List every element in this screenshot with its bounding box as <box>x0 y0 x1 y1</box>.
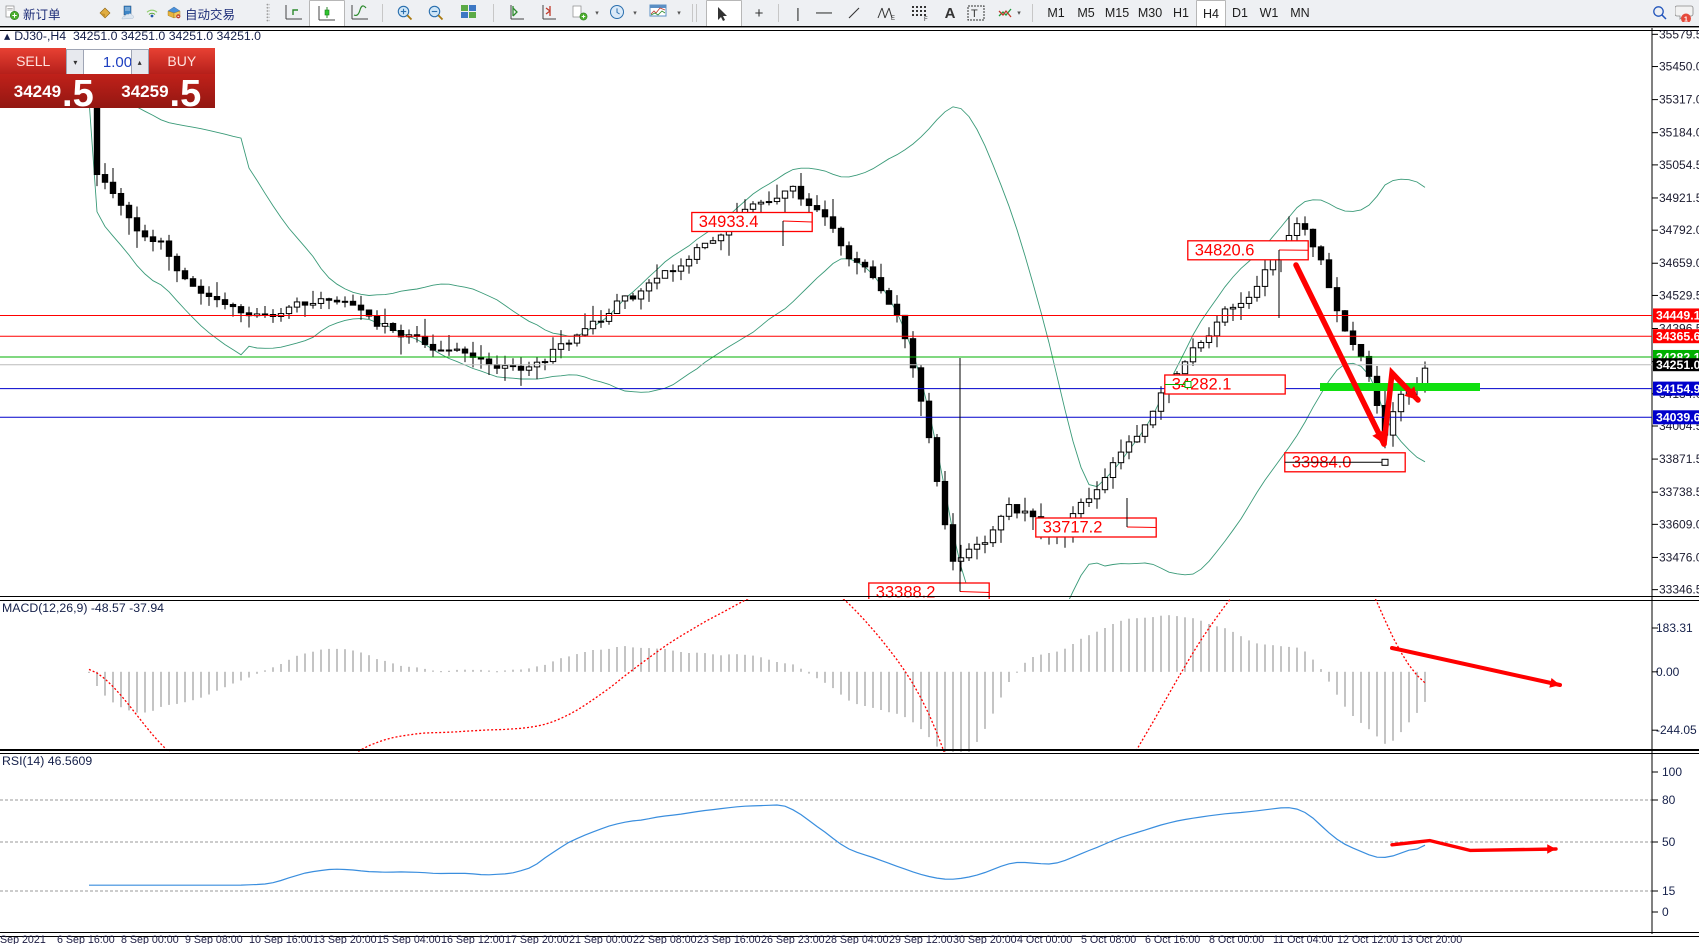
svg-text:15: 15 <box>1662 884 1676 898</box>
svg-text:34251.0: 34251.0 <box>1656 358 1699 372</box>
svg-text:35054.5: 35054.5 <box>1659 158 1699 172</box>
svg-text:33717.2: 33717.2 <box>1043 519 1103 537</box>
svg-text:33609.0: 33609.0 <box>1659 517 1699 531</box>
svg-text:33871.5: 33871.5 <box>1659 452 1699 466</box>
svg-text:100: 100 <box>1662 765 1682 779</box>
svg-text:33346.5: 33346.5 <box>1659 583 1699 597</box>
svg-text:T: T <box>971 8 978 20</box>
svg-text:34792.0: 34792.0 <box>1659 223 1699 237</box>
svg-text:80: 80 <box>1662 793 1676 807</box>
svg-text:35579.5: 35579.5 <box>1659 27 1699 41</box>
svg-text:33738.5: 33738.5 <box>1659 485 1699 499</box>
svg-text:35184.0: 35184.0 <box>1659 126 1699 140</box>
svg-text:183.31: 183.31 <box>1656 621 1693 635</box>
svg-text:33476.0: 33476.0 <box>1659 550 1699 564</box>
svg-text:50: 50 <box>1662 835 1676 849</box>
svg-text:34365.6: 34365.6 <box>1656 330 1699 344</box>
svg-text:34921.5: 34921.5 <box>1659 191 1699 205</box>
svg-text:34039.6: 34039.6 <box>1656 411 1699 425</box>
svg-text:34529.5: 34529.5 <box>1659 288 1699 302</box>
svg-text:35450.0: 35450.0 <box>1659 60 1699 74</box>
svg-text:E: E <box>891 16 895 21</box>
svg-text:34659.0: 34659.0 <box>1659 256 1699 270</box>
svg-text:-244.05: -244.05 <box>1656 723 1697 737</box>
svg-text:1: 1 <box>1684 16 1688 22</box>
svg-text:34933.4: 34933.4 <box>699 213 759 231</box>
svg-text:34449.1: 34449.1 <box>1656 309 1699 323</box>
svg-text:0.00: 0.00 <box>1656 665 1680 679</box>
svg-text:0: 0 <box>1662 905 1669 919</box>
svg-text:34154.9: 34154.9 <box>1656 382 1699 396</box>
svg-text:F: F <box>924 17 928 21</box>
svg-text:35317.0: 35317.0 <box>1659 93 1699 107</box>
svg-text:34820.6: 34820.6 <box>1195 241 1255 259</box>
